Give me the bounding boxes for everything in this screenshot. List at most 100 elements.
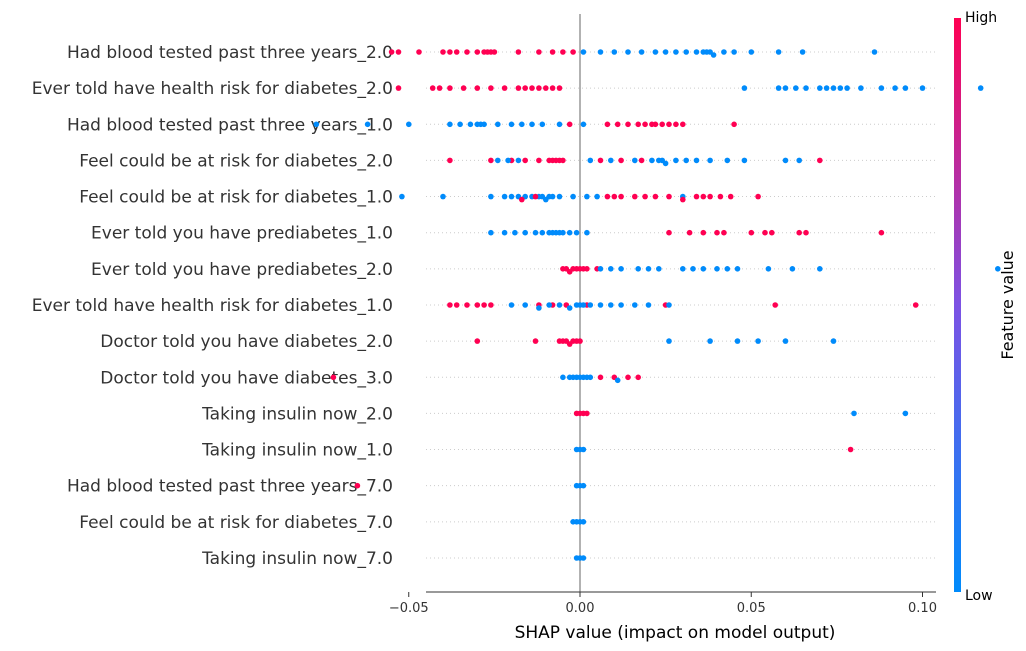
- shap-point: [878, 229, 885, 236]
- shap-point: [556, 302, 563, 308]
- shap-point: [693, 157, 700, 164]
- shap-point: [453, 302, 460, 308]
- shap-point: [447, 121, 453, 128]
- shap-point: [666, 193, 672, 200]
- shap-point: [501, 193, 508, 200]
- shap-point: [632, 157, 638, 164]
- shap-point: [721, 49, 727, 55]
- shap-point: [436, 85, 443, 91]
- feature-label: Feel could be at risk for diabetes_2.0: [79, 151, 393, 171]
- shap-point: [501, 229, 508, 236]
- shap-point: [495, 121, 501, 128]
- shap-point: [652, 193, 659, 200]
- shap-point: [608, 157, 614, 164]
- shap-point: [587, 157, 594, 164]
- shap-point: [683, 49, 689, 55]
- shap-point: [847, 446, 854, 453]
- shap-point: [549, 49, 556, 55]
- shap-point: [645, 266, 652, 272]
- feature-label: Doctor told you have diabetes_2.0: [100, 332, 393, 352]
- shap-point: [447, 49, 453, 55]
- shap-point: [543, 85, 549, 91]
- shap-point: [488, 85, 494, 91]
- shap-point: [495, 157, 501, 164]
- shap-point: [529, 85, 535, 91]
- shap-point: [666, 338, 672, 344]
- shap-point: [440, 193, 446, 200]
- shap-point: [556, 85, 563, 91]
- shap-point: [632, 302, 638, 308]
- shap-point: [666, 121, 672, 128]
- shap-point: [474, 85, 481, 91]
- shap-point: [460, 85, 467, 91]
- shap-point: [399, 193, 405, 200]
- shap-point: [666, 302, 672, 308]
- colorbar: High Low Feature value: [954, 10, 1017, 604]
- shap-point: [519, 196, 525, 203]
- shap-point: [481, 302, 487, 308]
- shap-point: [656, 266, 662, 272]
- shap-point: [580, 121, 587, 128]
- shap-point: [488, 302, 494, 308]
- shap-point: [649, 157, 655, 164]
- shap-point: [892, 85, 898, 91]
- shap-point: [573, 229, 580, 236]
- shap-point: [625, 49, 631, 55]
- shap-point: [532, 193, 539, 200]
- shap-point: [488, 229, 494, 236]
- shap-point: [560, 229, 566, 236]
- shap-point: [662, 49, 669, 55]
- shap-point: [618, 193, 624, 200]
- shap-point: [584, 410, 590, 417]
- shap-point: [707, 338, 713, 344]
- x-tick-label: 0.00: [566, 601, 595, 616]
- shap-point: [560, 374, 566, 381]
- shap-point: [717, 193, 724, 200]
- shap-point: [614, 377, 621, 384]
- shap-point: [313, 121, 320, 128]
- shap-point: [686, 229, 693, 236]
- shap-point: [731, 121, 737, 128]
- shap-point: [608, 302, 614, 308]
- shap-point: [707, 157, 713, 164]
- shap-point: [734, 338, 741, 344]
- shap-point: [782, 338, 789, 344]
- shap-point: [566, 121, 573, 128]
- shap-point: [642, 121, 648, 128]
- shap-point: [364, 121, 371, 128]
- shap-point: [501, 85, 508, 91]
- shap-point: [566, 305, 573, 311]
- shap-point: [488, 193, 494, 200]
- shap-point: [577, 338, 583, 344]
- feature-label: Had blood tested past three years_7.0: [67, 477, 393, 497]
- shap-point: [830, 85, 837, 91]
- shap-point: [823, 85, 830, 91]
- shap-point: [858, 85, 864, 91]
- shap-point: [584, 193, 590, 200]
- shap-point: [522, 157, 528, 164]
- shap-point: [755, 338, 761, 344]
- shap-point: [330, 374, 337, 381]
- shap-point: [491, 49, 498, 55]
- shap-point: [680, 121, 686, 128]
- shap-point: [727, 193, 734, 200]
- shap-point: [690, 266, 696, 272]
- shap-point: [871, 49, 878, 55]
- shap-point: [594, 193, 600, 200]
- shap-point: [748, 49, 755, 55]
- shap-point: [566, 229, 573, 236]
- shap-point: [638, 49, 645, 55]
- shap-point: [714, 266, 720, 272]
- shap-point: [597, 266, 604, 272]
- shap-point: [817, 85, 823, 91]
- shap-point: [693, 193, 700, 200]
- feature-label: Taking insulin now_7.0: [201, 549, 393, 569]
- shap-point: [614, 121, 621, 128]
- shap-point: [635, 266, 641, 272]
- shap-point: [515, 49, 522, 55]
- shap-point: [878, 85, 885, 91]
- shap-point: [693, 49, 700, 55]
- shap-point: [474, 338, 481, 344]
- shap-point: [652, 49, 659, 55]
- shap-point: [464, 302, 470, 308]
